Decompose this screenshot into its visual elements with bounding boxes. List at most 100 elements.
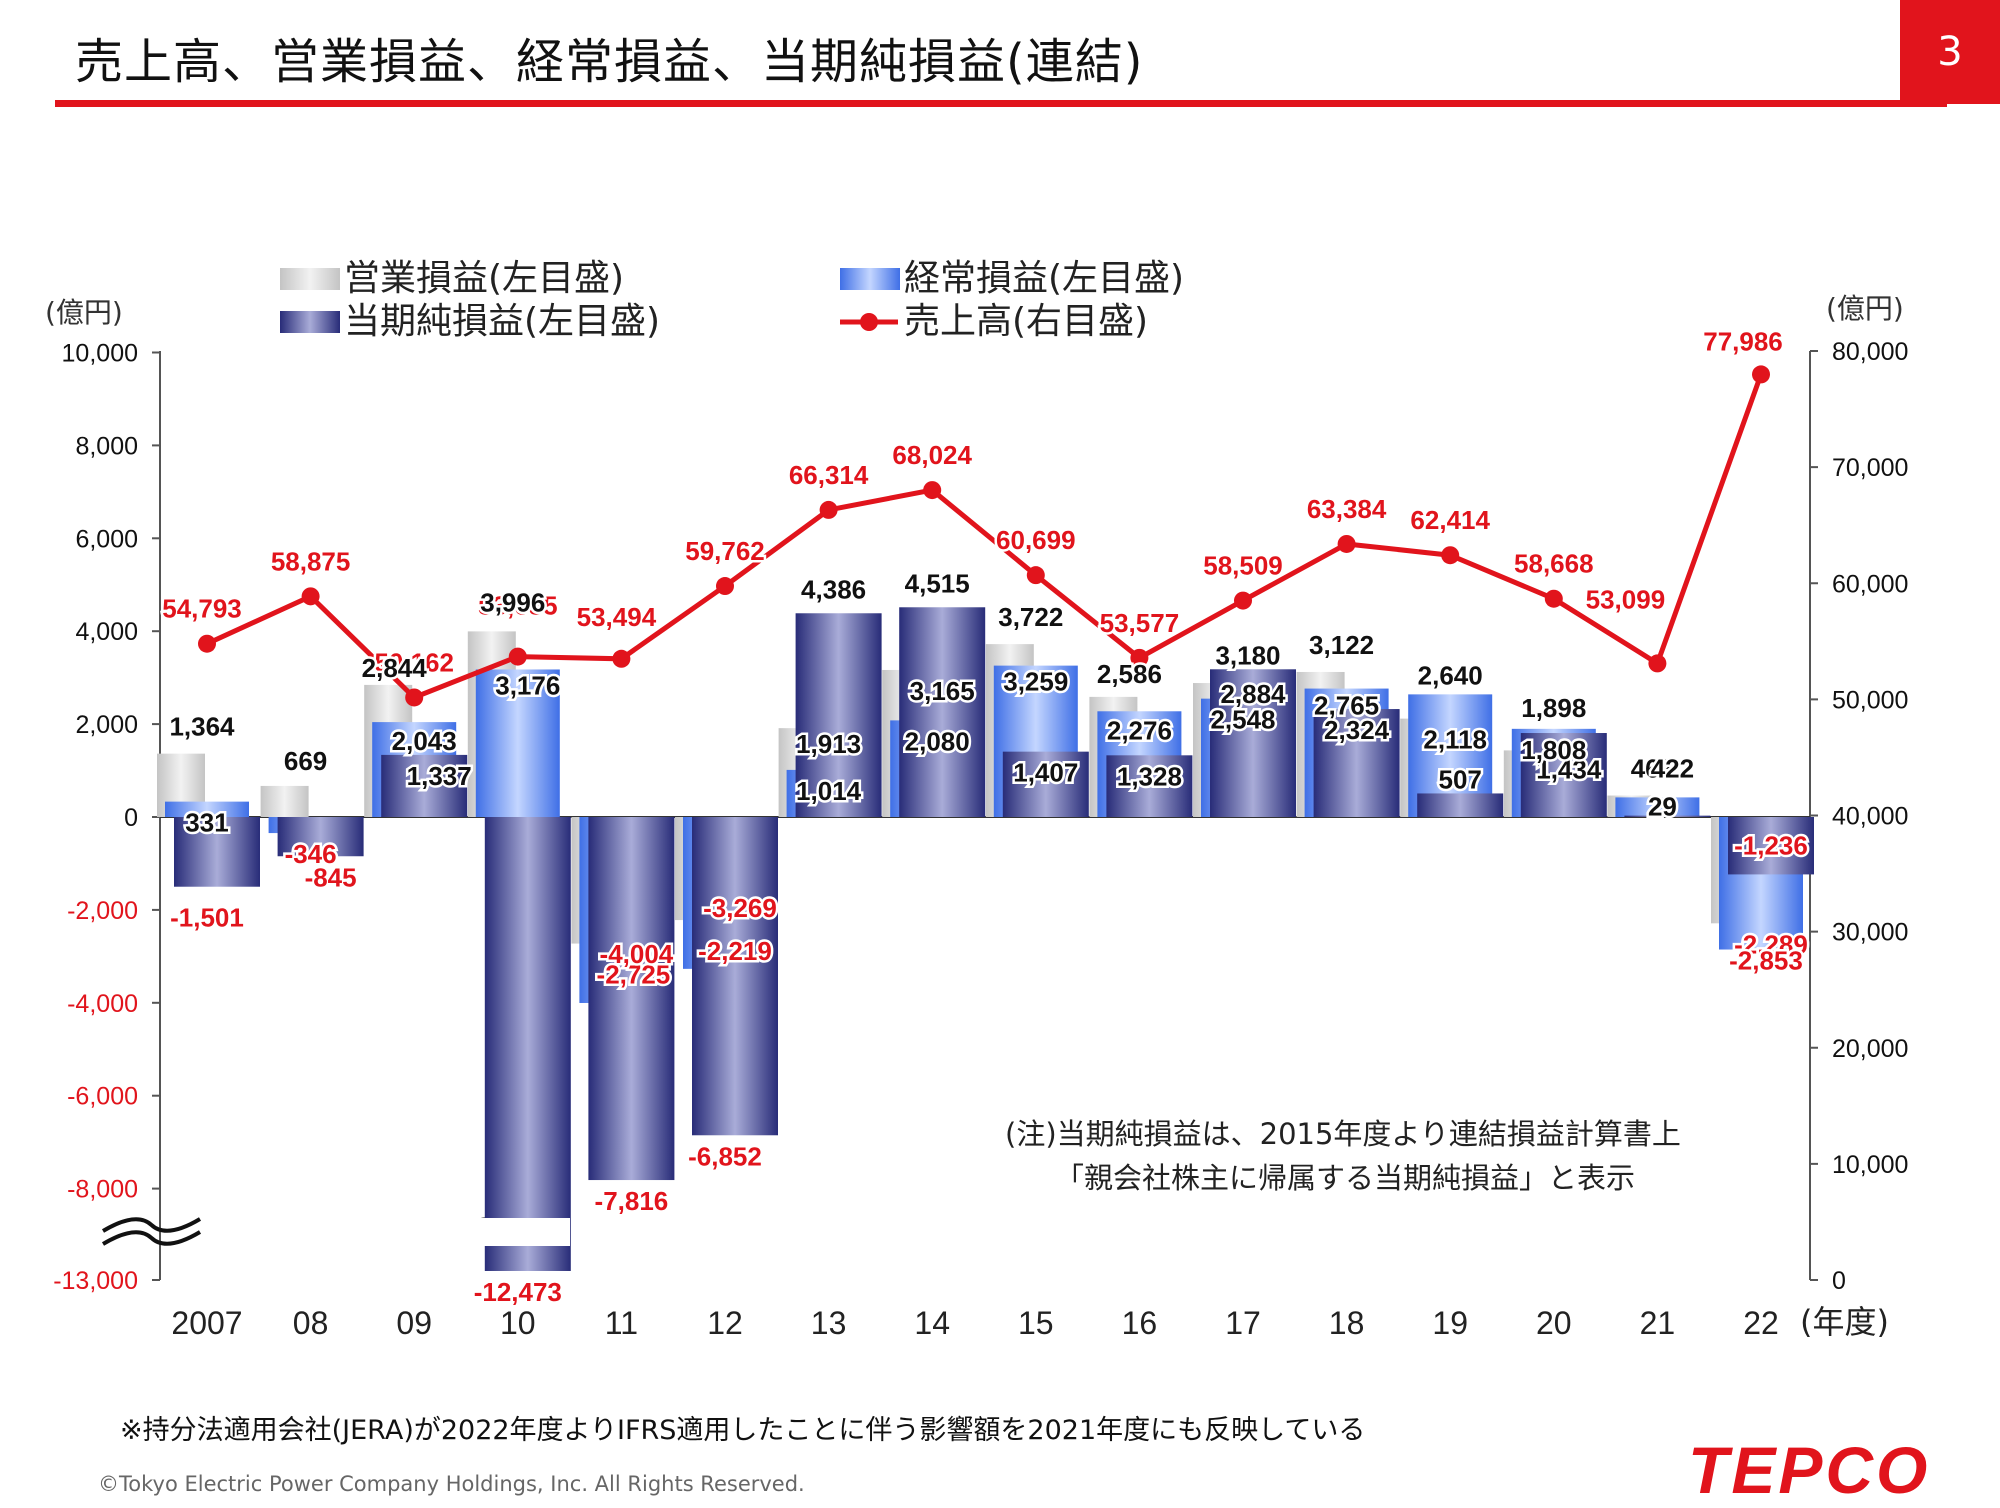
sales-point — [405, 688, 424, 707]
title-rule — [55, 100, 1947, 107]
y-left-unit: (億円) — [45, 296, 123, 329]
sales-point — [716, 577, 734, 596]
bar-data-label: -845 — [305, 862, 357, 892]
bar-data-label: 2,080 — [905, 726, 970, 756]
bar-net — [692, 817, 778, 1136]
sales-data-label: 58,509 — [1203, 551, 1283, 581]
bar-data-label: 1,407 — [1013, 758, 1078, 788]
sales-data-label: 60,699 — [996, 525, 1076, 555]
copyright: ©Tokyo Electric Power Company Holdings, … — [98, 1472, 805, 1496]
sales-data-label: 58,668 — [1514, 549, 1594, 579]
tick-label-left: 10,000 — [62, 340, 138, 368]
bar-data-label: 3,165 — [910, 676, 975, 706]
tepco-logo: TEPCO — [1688, 1433, 1931, 1507]
sales-point — [1234, 591, 1252, 610]
bar-data-label: -12,473 — [474, 1277, 562, 1307]
x-tick-label: 2007 — [171, 1305, 242, 1341]
bar-data-label: 1,898 — [1521, 693, 1586, 723]
bar-operating — [260, 785, 309, 817]
sales-data-label: 68,024 — [892, 440, 972, 470]
bar-data-label: 2,640 — [1418, 660, 1483, 690]
bar-net — [1728, 817, 1814, 875]
y-right-unit: (億円) — [1826, 292, 1904, 325]
legend-swatch — [840, 268, 900, 290]
legend: 営業損益(左目盛) 経常損益(左目盛) 当期純損益(左目盛) 売上高(右目盛) — [280, 258, 1184, 342]
tick-label-left: 4,000 — [75, 618, 138, 646]
sales-data-label: 53,577 — [1100, 608, 1180, 638]
sales-point — [1337, 534, 1356, 553]
bar-net — [899, 607, 986, 817]
sales-point — [1752, 365, 1770, 384]
tick-label-right: 60,000 — [1832, 570, 1908, 598]
chart-note: (注)当期純損益は、2015年度より連結損益計算書上 「親会社株主に帰属する当期… — [1005, 1112, 1681, 1200]
bar-data-label: 1,808 — [1521, 735, 1586, 765]
bar-data-label: -346 — [285, 839, 337, 869]
sales-point — [198, 634, 216, 653]
bar-data-label: -1,501 — [170, 903, 244, 933]
bar-data-label: 2,586 — [1097, 659, 1162, 689]
sales-point — [819, 500, 838, 519]
bar-data-label: 3,996 — [480, 587, 545, 617]
legend-label: 当期純損益(左目盛) — [344, 301, 660, 342]
bar-data-label: 2,844 — [362, 653, 428, 683]
bar-net — [1417, 793, 1504, 817]
tick-label-left: 2,000 — [75, 711, 138, 739]
bar-data-label: -2,289 — [1734, 929, 1808, 959]
tick-label-right: 30,000 — [1832, 919, 1908, 947]
bar-data-label: -7,816 — [595, 1186, 669, 1216]
legend-swatch — [280, 311, 340, 333]
bar-net — [1313, 709, 1400, 817]
bar-data-label: 3,122 — [1309, 630, 1374, 660]
bar-data-label: 669 — [284, 746, 327, 776]
bar-data-label: -2,725 — [597, 960, 671, 990]
x-tick-label: 21 — [1640, 1305, 1676, 1341]
sales-data-label: 66,314 — [789, 460, 869, 490]
chart: 営業損益(左目盛) 経常損益(左目盛) 当期純損益(左目盛) 売上高(右目盛) 10,… — [45, 258, 1908, 1341]
bar-net — [484, 817, 571, 1271]
tick-label-left: 8,000 — [75, 432, 138, 460]
note-line: (注)当期純損益は、2015年度より連結損益計算書上 — [1005, 1117, 1681, 1151]
x-unit: (年度) — [1800, 1303, 1889, 1341]
bar-data-label: 1,434 — [1536, 754, 1602, 784]
tick-label-right: 40,000 — [1832, 803, 1908, 831]
bar-net — [588, 817, 675, 1181]
sales-point — [1026, 566, 1045, 585]
sales-point — [508, 647, 527, 666]
bar-data-label: 2,276 — [1107, 715, 1172, 745]
sales-point — [1648, 654, 1667, 673]
bar-data-label: 3,180 — [1215, 640, 1280, 670]
sales-point — [1441, 546, 1460, 565]
bar-net — [1210, 669, 1296, 817]
bar-ordinary — [165, 801, 249, 817]
tick-label-right: 80,000 — [1832, 338, 1908, 366]
legend-label: 営業損益(左目盛) — [344, 258, 624, 299]
tick-label-right: 20,000 — [1832, 1035, 1908, 1063]
bar-data-label: 2,324 — [1324, 715, 1390, 745]
tick-label-right: 50,000 — [1832, 686, 1908, 714]
tick-label-left: -8,000 — [67, 1176, 138, 1204]
bar-data-label: -4,004 — [600, 939, 674, 969]
x-tick-label: 20 — [1536, 1305, 1572, 1341]
footnote: ※持分法適用会社(JERA)が2022年度よりIFRS適用したことに伴う影響額を… — [120, 1415, 1366, 1446]
x-tick-label: 13 — [811, 1305, 847, 1341]
tick-label-left: -6,000 — [67, 1083, 138, 1111]
bar-net — [1002, 751, 1089, 817]
bar-data-label: 3,722 — [998, 602, 1063, 632]
tick-label-right: 0 — [1832, 1267, 1846, 1295]
axis-break-gap — [440, 1218, 570, 1246]
bar-data-label: 1,328 — [1117, 761, 1182, 791]
bar-data-label: 1,337 — [407, 761, 472, 791]
bar-net — [1106, 755, 1193, 817]
sales-line — [198, 365, 1770, 707]
x-tick-label: 18 — [1329, 1305, 1365, 1341]
sales-data-label: 63,384 — [1307, 494, 1387, 524]
bar-net — [174, 817, 260, 887]
x-tick-label: 12 — [707, 1305, 743, 1341]
bar-data-label: 4,386 — [801, 574, 866, 604]
bar-data-label: -2,853 — [1729, 946, 1803, 976]
sales-data-label: 54,793 — [162, 594, 242, 624]
x-tick-label: 14 — [914, 1305, 950, 1341]
tick-label-left: 6,000 — [75, 525, 138, 553]
sales-data-label: 62,414 — [1410, 505, 1490, 535]
bar-net — [277, 817, 364, 857]
